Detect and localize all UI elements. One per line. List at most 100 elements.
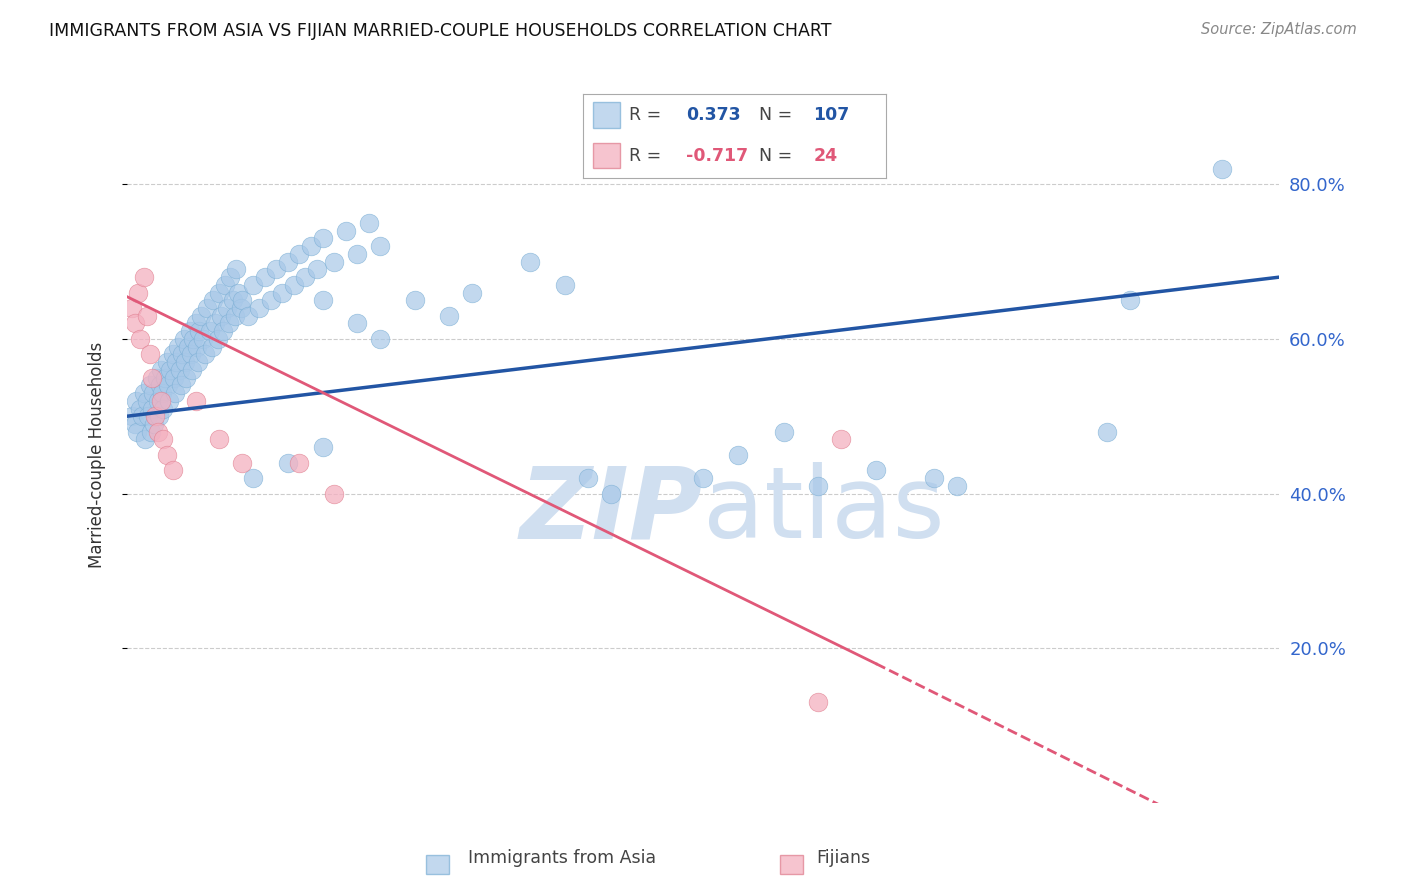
Point bbox=[219, 270, 242, 285]
Point bbox=[221, 293, 243, 308]
Text: R =: R = bbox=[628, 146, 666, 164]
Point bbox=[132, 270, 155, 285]
Point bbox=[346, 317, 368, 331]
Point bbox=[157, 378, 180, 392]
Point bbox=[150, 363, 173, 377]
Point bbox=[231, 293, 253, 308]
Point bbox=[271, 285, 294, 300]
Point bbox=[153, 370, 176, 384]
Point bbox=[186, 340, 208, 354]
Point bbox=[141, 370, 163, 384]
Point bbox=[191, 332, 214, 346]
Point bbox=[218, 317, 240, 331]
Point bbox=[141, 401, 163, 416]
Text: 107: 107 bbox=[813, 106, 849, 124]
Point bbox=[215, 301, 238, 315]
Point bbox=[152, 433, 174, 447]
Point bbox=[368, 332, 391, 346]
Point bbox=[294, 270, 316, 285]
Point bbox=[180, 347, 202, 361]
Point bbox=[195, 301, 218, 315]
Point bbox=[125, 393, 148, 408]
FancyBboxPatch shape bbox=[592, 103, 620, 128]
Point bbox=[198, 324, 221, 338]
Point bbox=[576, 471, 599, 485]
Point bbox=[692, 471, 714, 485]
Point bbox=[266, 262, 288, 277]
Point bbox=[121, 409, 143, 424]
Point bbox=[179, 324, 201, 338]
Point bbox=[159, 363, 181, 377]
Y-axis label: Married-couple Households: Married-couple Households bbox=[87, 342, 105, 568]
Point bbox=[214, 277, 236, 292]
Point bbox=[207, 332, 229, 346]
Text: ZIP: ZIP bbox=[520, 462, 703, 559]
Point bbox=[242, 471, 264, 485]
Point bbox=[1118, 293, 1140, 308]
Point bbox=[288, 456, 311, 470]
Point bbox=[1095, 425, 1118, 439]
Point bbox=[208, 433, 231, 447]
Point bbox=[162, 347, 184, 361]
Point bbox=[139, 425, 162, 439]
Point bbox=[277, 456, 299, 470]
Point bbox=[124, 417, 146, 431]
Point bbox=[865, 463, 887, 477]
Point bbox=[181, 363, 204, 377]
Point bbox=[145, 370, 167, 384]
Point bbox=[830, 433, 852, 447]
Point bbox=[599, 486, 621, 500]
Point bbox=[807, 695, 830, 709]
Point bbox=[277, 254, 299, 268]
Point bbox=[311, 440, 333, 454]
Point bbox=[228, 285, 250, 300]
FancyBboxPatch shape bbox=[592, 143, 620, 169]
Point bbox=[229, 301, 252, 315]
Point bbox=[156, 448, 179, 462]
Point bbox=[163, 370, 186, 384]
Text: -0.717: -0.717 bbox=[686, 146, 748, 164]
Point bbox=[299, 239, 322, 253]
Point bbox=[136, 393, 159, 408]
Point bbox=[165, 355, 187, 369]
Point bbox=[346, 247, 368, 261]
Point bbox=[167, 340, 190, 354]
Point bbox=[132, 386, 155, 401]
Point bbox=[807, 479, 830, 493]
Text: N =: N = bbox=[759, 146, 797, 164]
Point bbox=[129, 401, 152, 416]
Point bbox=[150, 386, 173, 401]
Point bbox=[283, 277, 305, 292]
Point bbox=[202, 293, 225, 308]
Point bbox=[404, 293, 426, 308]
Point bbox=[146, 425, 169, 439]
Point bbox=[772, 425, 794, 439]
Point bbox=[187, 355, 209, 369]
Text: IMMIGRANTS FROM ASIA VS FIJIAN MARRIED-COUPLE HOUSEHOLDS CORRELATION CHART: IMMIGRANTS FROM ASIA VS FIJIAN MARRIED-C… bbox=[49, 22, 832, 40]
Point bbox=[121, 301, 143, 315]
Point bbox=[253, 270, 276, 285]
Point bbox=[188, 324, 211, 338]
Point bbox=[461, 285, 484, 300]
Point bbox=[170, 347, 193, 361]
Point bbox=[146, 393, 169, 408]
Text: R =: R = bbox=[628, 106, 666, 124]
Point bbox=[194, 347, 217, 361]
Point bbox=[184, 317, 207, 331]
Point bbox=[138, 409, 160, 424]
Point bbox=[357, 216, 380, 230]
Text: Source: ZipAtlas.com: Source: ZipAtlas.com bbox=[1201, 22, 1357, 37]
Point bbox=[231, 456, 253, 470]
Point bbox=[439, 309, 461, 323]
Point bbox=[201, 340, 224, 354]
Point bbox=[368, 239, 391, 253]
Point bbox=[125, 425, 148, 439]
Point bbox=[152, 401, 174, 416]
Point bbox=[157, 393, 180, 408]
Point bbox=[134, 433, 156, 447]
Point bbox=[1211, 161, 1233, 176]
Point bbox=[163, 386, 186, 401]
Point bbox=[209, 309, 232, 323]
Point bbox=[149, 378, 172, 392]
Point bbox=[176, 370, 198, 384]
